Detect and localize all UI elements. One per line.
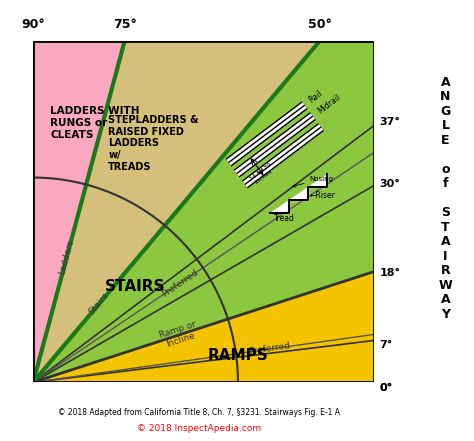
Text: 50°: 50° [308,18,331,31]
Text: 34 to 39
Inches: 34 to 39 Inches [248,162,276,187]
Text: A
N
G
L
E

o
f

S
T
A
I
R
W
A
Y: A N G L E o f S T A I R W A Y [438,76,453,321]
Text: Stairs: Stairs [87,291,111,317]
Text: 0°: 0° [379,383,392,393]
Text: STAIRS: STAIRS [105,279,166,294]
Text: LADDERS WITH
RUNGS or
CLEATS: LADDERS WITH RUNGS or CLEATS [50,106,140,139]
Text: 18°: 18° [379,269,401,278]
Text: © 2018 Adapted from California Title 8, Ch. 7, §3231. Stairways Fig. E-1 A: © 2018 Adapted from California Title 8, … [58,408,340,417]
Text: Ladders: Ladders [58,239,76,276]
Text: Tread: Tread [274,214,295,223]
Text: 7°: 7° [379,340,392,350]
Polygon shape [33,0,362,382]
Text: 30°: 30° [379,179,400,189]
Polygon shape [270,175,327,213]
Text: 0°: 0° [379,383,392,393]
Text: Nosing: Nosing [293,176,334,187]
Text: RAMPS: RAMPS [208,348,268,363]
Text: 75°: 75° [113,18,137,31]
Text: © 2018 InspectApedia.com: © 2018 InspectApedia.com [137,424,261,433]
Text: Ramp or
Incline: Ramp or Incline [158,320,201,350]
Polygon shape [33,224,474,382]
Polygon shape [33,0,474,382]
Text: ←Riser: ←Riser [310,191,336,200]
Polygon shape [33,0,166,382]
Text: STEPLADDERS &
RAISED FIXED
LADDERS
w/
TREADS: STEPLADDERS & RAISED FIXED LADDERS w/ TR… [108,115,199,172]
Text: 90°: 90° [21,18,45,31]
Text: Rail: Rail [308,89,325,105]
Text: Preferred: Preferred [161,268,200,299]
Text: Preferred: Preferred [248,342,291,356]
Text: 37°: 37° [379,117,400,127]
Text: Midrail: Midrail [316,93,342,116]
